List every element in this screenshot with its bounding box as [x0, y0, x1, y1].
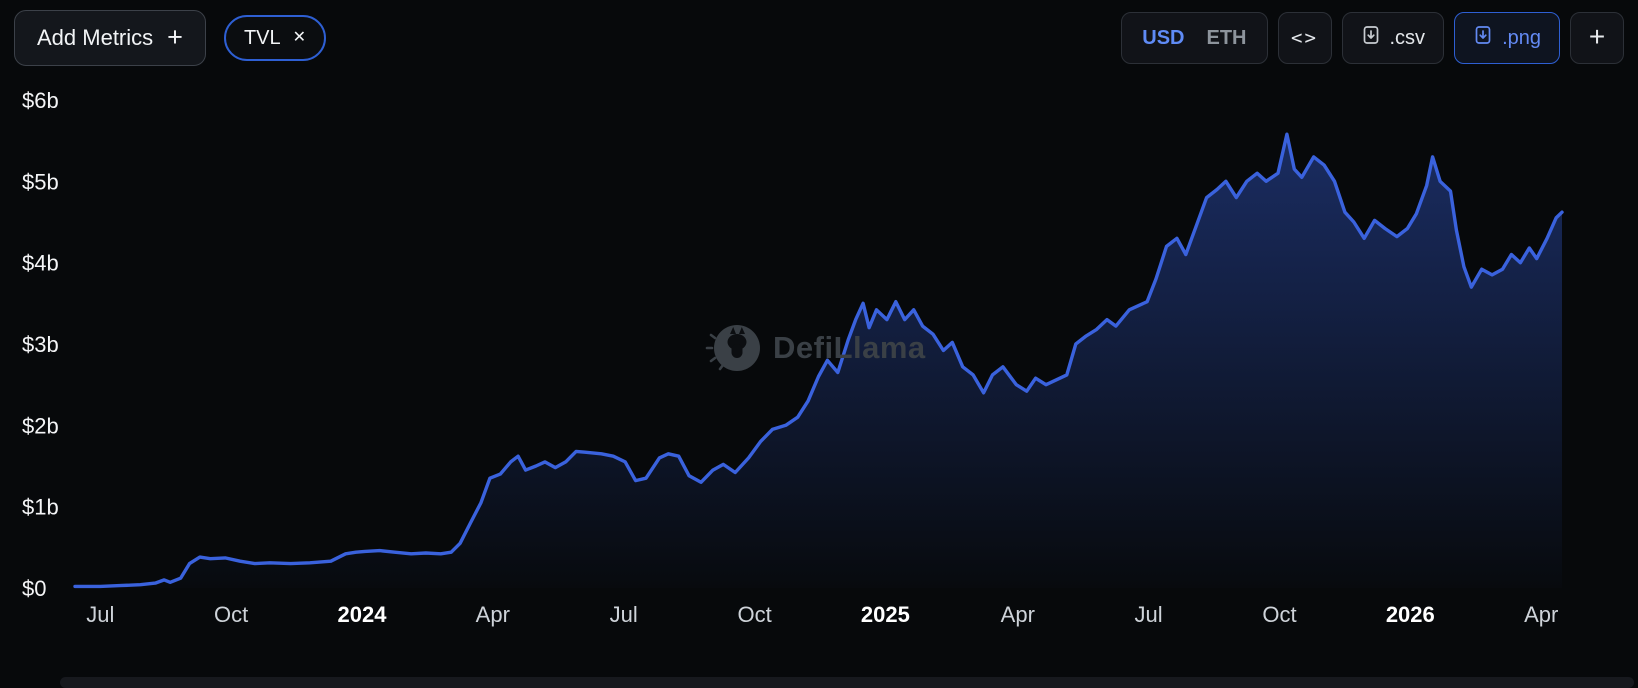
- close-icon[interactable]: ✕: [292, 29, 307, 46]
- x-axis-label: Oct: [1262, 602, 1296, 627]
- tvl-metric-pill[interactable]: TVL ✕: [223, 15, 327, 61]
- timeline-scrollbar[interactable]: [60, 677, 1634, 688]
- x-axis-label: 2026: [1386, 602, 1435, 627]
- csv-label: .csv: [1389, 26, 1426, 49]
- y-axis-label: $3b: [22, 332, 59, 357]
- x-axis-label: Apr: [1524, 602, 1558, 627]
- tvl-line: [73, 132, 1564, 589]
- currency-eth-option[interactable]: ETH: [1206, 26, 1247, 49]
- plus-icon: +: [167, 21, 183, 52]
- x-axis-label: 2024: [338, 602, 388, 627]
- chart-toolbar: Add Metrics + TVL ✕ USD ETH <> .csv: [0, 0, 1638, 76]
- tvl-pill-label: TVL: [243, 26, 281, 49]
- x-axis-label: Jul: [1135, 602, 1163, 627]
- download-icon: [1473, 25, 1493, 51]
- tvl-area-chart[interactable]: $0 $1b $2b $3b $4b $5b $6b Jul Oct 2024 Apr Jul Oct 2…: [0, 76, 1638, 642]
- png-label: .png: [1502, 26, 1541, 49]
- add-chart-button[interactable]: +: [1570, 12, 1624, 64]
- currency-toggle: USD ETH: [1121, 12, 1268, 64]
- tvl-area-fill: [75, 134, 1562, 588]
- tvl-chart-area[interactable]: $0 $1b $2b $3b $4b $5b $6b Jul Oct 2024 Apr Jul Oct 2…: [0, 76, 1638, 688]
- add-metrics-button[interactable]: Add Metrics +: [14, 10, 206, 66]
- x-axis-label: Jul: [610, 602, 638, 627]
- add-metrics-label: Add Metrics: [37, 25, 154, 50]
- y-axis-label: $4b: [22, 251, 59, 276]
- x-axis-label: Jul: [86, 602, 114, 627]
- currency-usd-option[interactable]: USD: [1142, 26, 1185, 49]
- download-png-button[interactable]: .png: [1454, 12, 1560, 64]
- y-axis-label: $1b: [22, 495, 59, 520]
- y-axis-label: $5b: [22, 169, 59, 194]
- x-axis-label: Apr: [1001, 602, 1035, 627]
- y-axis-label: $0: [22, 576, 46, 601]
- embed-code-icon: <>: [1291, 27, 1318, 49]
- x-axis-label: Apr: [476, 602, 510, 627]
- toolbar-right-group: USD ETH <> .csv .png: [1121, 12, 1624, 64]
- embed-code-button[interactable]: <>: [1277, 12, 1332, 64]
- y-axis-label: $2b: [22, 413, 59, 438]
- x-axis-label: Oct: [737, 602, 771, 627]
- x-axis-label: Oct: [214, 602, 248, 627]
- download-csv-button[interactable]: .csv: [1341, 12, 1445, 64]
- y-axis-label: $6b: [22, 88, 59, 113]
- x-axis-label: 2025: [861, 602, 910, 627]
- download-icon: [1361, 25, 1381, 51]
- plus-icon: +: [1588, 21, 1606, 52]
